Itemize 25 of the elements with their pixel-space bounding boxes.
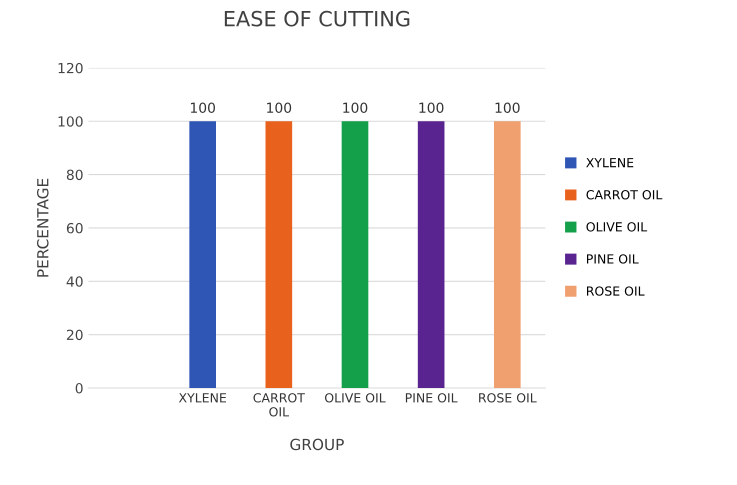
legend-label: CARROT OIL <box>586 190 662 200</box>
y-tick-label: 40 <box>66 276 83 287</box>
x-axis-title: GROUP <box>290 438 344 450</box>
x-tick-label: OLIVE OIL <box>324 393 386 403</box>
y-tick-label: 60 <box>66 222 83 234</box>
x-tick-label: CARROT OIL <box>253 393 305 417</box>
y-tick-label: 20 <box>66 330 83 340</box>
y-tick-label: 100 <box>58 116 83 127</box>
y-axis-title: PERCENTAGE <box>36 178 49 277</box>
x-tick-label: ROSE OIL <box>479 393 537 403</box>
legend-label: PINE OIL <box>586 254 639 264</box>
legend-label: ROSE OIL <box>586 286 645 296</box>
y-tick-label: 120 <box>58 62 83 74</box>
x-tick-label: XYLENE <box>178 393 226 402</box>
y-tick-label: 80 <box>66 170 83 180</box>
data-label: 100 <box>496 102 520 114</box>
data-label: 100 <box>190 102 216 114</box>
legend-label: OLIVE OIL <box>586 222 648 232</box>
x-tick-label: PINE OIL <box>406 393 458 403</box>
y-tick-label: 0 <box>76 382 83 394</box>
data-label: 100 <box>343 102 368 114</box>
data-label: 100 <box>267 102 292 114</box>
data-label: 100 <box>419 102 444 114</box>
chart-title: EASE OF CUTTING <box>224 10 410 27</box>
legend-label: XYLENE <box>586 158 634 168</box>
